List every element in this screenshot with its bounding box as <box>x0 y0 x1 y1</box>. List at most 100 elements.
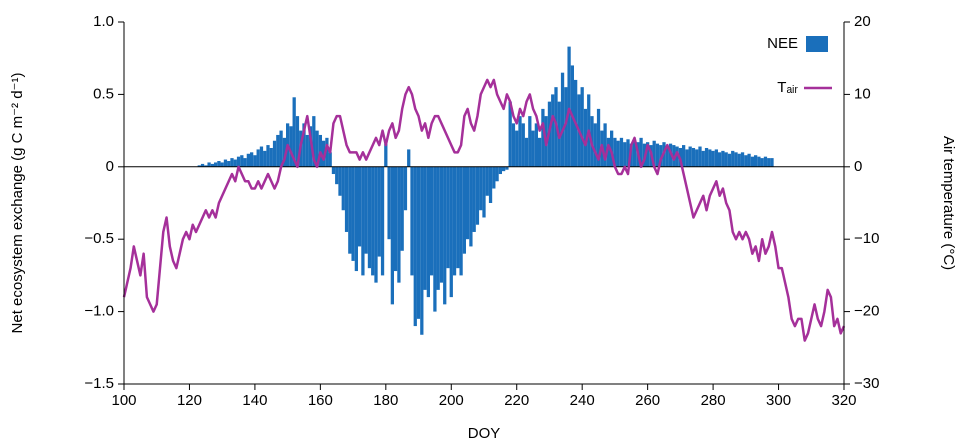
bar <box>430 166 434 276</box>
bar <box>410 166 414 276</box>
bar <box>528 116 532 167</box>
bar <box>223 159 228 167</box>
bar <box>521 123 525 167</box>
y-tick-label: −1.0 <box>84 303 114 320</box>
bar <box>466 166 470 240</box>
bar <box>724 152 728 167</box>
bar <box>639 137 643 167</box>
y2-tick-label: 10 <box>854 85 871 102</box>
bar <box>511 123 516 167</box>
bar <box>331 166 336 175</box>
bar <box>479 166 483 211</box>
bar <box>292 97 296 167</box>
bar <box>564 87 568 167</box>
bar <box>704 147 709 167</box>
bar <box>240 155 244 167</box>
bar <box>498 166 502 175</box>
bar <box>488 166 493 203</box>
y2-tick-label: −20 <box>854 303 879 320</box>
x-tick-label: 100 <box>111 392 136 409</box>
bar <box>708 149 712 167</box>
bar <box>567 46 571 167</box>
x-axis-label: DOY <box>468 425 501 442</box>
bar <box>596 108 601 167</box>
bar <box>220 162 224 167</box>
bar <box>256 149 260 167</box>
bar <box>200 163 205 167</box>
bar <box>400 166 404 251</box>
bar <box>515 130 519 167</box>
bar <box>348 166 352 254</box>
y2-tick-label: −30 <box>854 375 879 392</box>
bar <box>583 108 588 167</box>
bar <box>632 140 637 167</box>
bar <box>734 152 738 167</box>
bar <box>269 147 273 167</box>
bar <box>214 162 218 167</box>
x-tick-label: 180 <box>373 392 398 409</box>
bar <box>436 166 440 290</box>
bar <box>266 145 270 167</box>
bar <box>456 166 460 269</box>
bar <box>695 149 699 167</box>
bar <box>675 146 679 167</box>
bar <box>534 123 538 167</box>
bar <box>423 166 427 290</box>
x-tick-label: 280 <box>701 392 726 409</box>
bar <box>502 166 506 172</box>
bar <box>403 166 408 211</box>
bar <box>646 142 650 167</box>
bar <box>207 162 211 167</box>
x-tick-label: 300 <box>766 392 791 409</box>
bar <box>482 166 486 218</box>
bar <box>364 166 368 254</box>
bar <box>623 142 627 167</box>
bar <box>390 166 394 305</box>
bar <box>770 158 774 167</box>
bar <box>655 143 660 167</box>
bar <box>737 153 741 167</box>
bar <box>659 145 663 167</box>
bar <box>243 158 247 167</box>
bar <box>354 166 358 272</box>
bar <box>580 87 584 167</box>
bar <box>289 126 293 167</box>
bar <box>236 156 241 167</box>
bar <box>305 134 309 167</box>
x-tick-label: 320 <box>831 392 856 409</box>
bar <box>757 156 761 167</box>
bar <box>469 166 473 247</box>
bar <box>560 72 565 167</box>
bar <box>263 150 267 167</box>
bar <box>416 166 421 319</box>
bar <box>698 146 702 167</box>
bar <box>377 166 381 257</box>
bar <box>387 166 391 240</box>
x-tick-label: 160 <box>308 392 333 409</box>
bar <box>420 166 424 335</box>
x-tick-label: 200 <box>439 392 464 409</box>
bar <box>197 165 201 167</box>
bar <box>210 163 214 167</box>
bar <box>492 166 496 189</box>
bar <box>740 152 745 167</box>
bar <box>380 166 385 276</box>
bar <box>616 140 620 167</box>
bar <box>606 137 610 167</box>
bar <box>344 166 349 232</box>
bar <box>351 166 355 261</box>
legend-swatch <box>806 36 828 52</box>
bar <box>338 166 342 196</box>
bar <box>361 166 365 276</box>
bar <box>665 146 669 167</box>
bar <box>718 152 722 167</box>
bar <box>754 155 758 167</box>
bar <box>767 158 771 167</box>
legend-label: NEE <box>767 35 798 52</box>
x-tick-label: 240 <box>570 392 595 409</box>
bar <box>711 150 715 167</box>
bar <box>541 108 545 167</box>
y-tick-label: −1.5 <box>84 375 114 392</box>
bar <box>230 158 234 167</box>
